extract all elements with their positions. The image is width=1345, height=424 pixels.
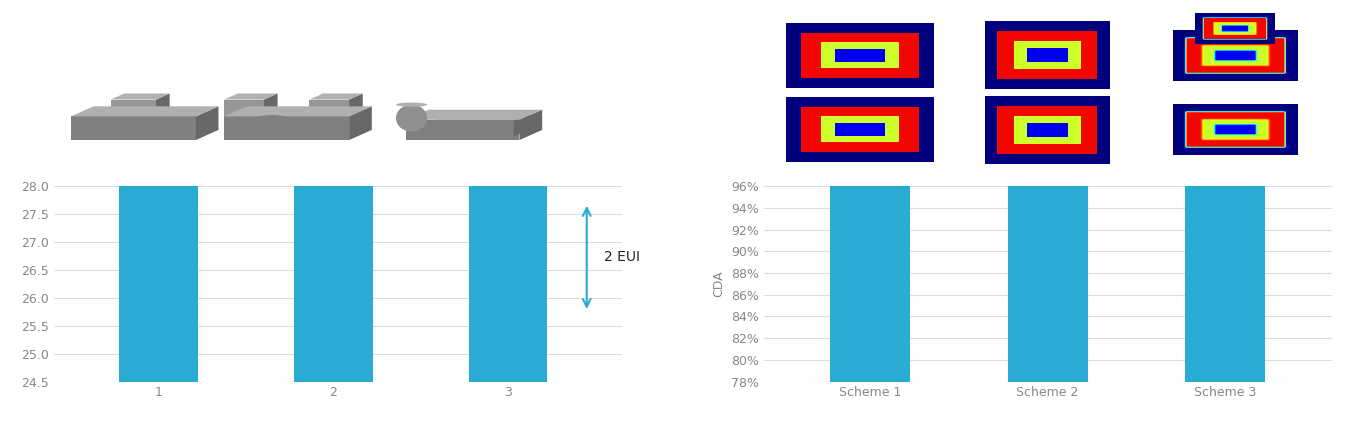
- Polygon shape: [406, 120, 519, 140]
- Bar: [830, 0, 911, 382]
- Polygon shape: [434, 120, 514, 137]
- Bar: [1185, 0, 1266, 382]
- Polygon shape: [519, 110, 542, 140]
- Polygon shape: [350, 94, 363, 117]
- Polygon shape: [225, 100, 264, 117]
- Polygon shape: [514, 113, 530, 137]
- Y-axis label: CDA: CDA: [713, 271, 725, 297]
- Polygon shape: [110, 94, 169, 100]
- Polygon shape: [350, 106, 371, 140]
- Polygon shape: [71, 117, 196, 140]
- Polygon shape: [156, 94, 169, 117]
- Ellipse shape: [395, 105, 428, 131]
- Bar: [469, 0, 547, 382]
- Polygon shape: [71, 106, 218, 117]
- Polygon shape: [264, 94, 277, 117]
- Polygon shape: [434, 113, 530, 120]
- Polygon shape: [196, 106, 218, 140]
- Polygon shape: [309, 94, 363, 100]
- Polygon shape: [309, 100, 350, 117]
- Bar: [1007, 0, 1088, 382]
- Polygon shape: [110, 100, 156, 117]
- Polygon shape: [225, 94, 277, 100]
- Polygon shape: [225, 106, 371, 117]
- Bar: [120, 0, 198, 382]
- Polygon shape: [225, 117, 350, 140]
- Text: 2 EUI: 2 EUI: [604, 251, 640, 265]
- Bar: [295, 0, 373, 382]
- Ellipse shape: [395, 103, 428, 107]
- Polygon shape: [406, 110, 542, 120]
